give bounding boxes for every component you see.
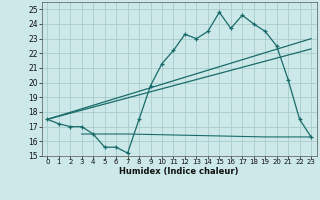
X-axis label: Humidex (Indice chaleur): Humidex (Indice chaleur) <box>119 167 239 176</box>
